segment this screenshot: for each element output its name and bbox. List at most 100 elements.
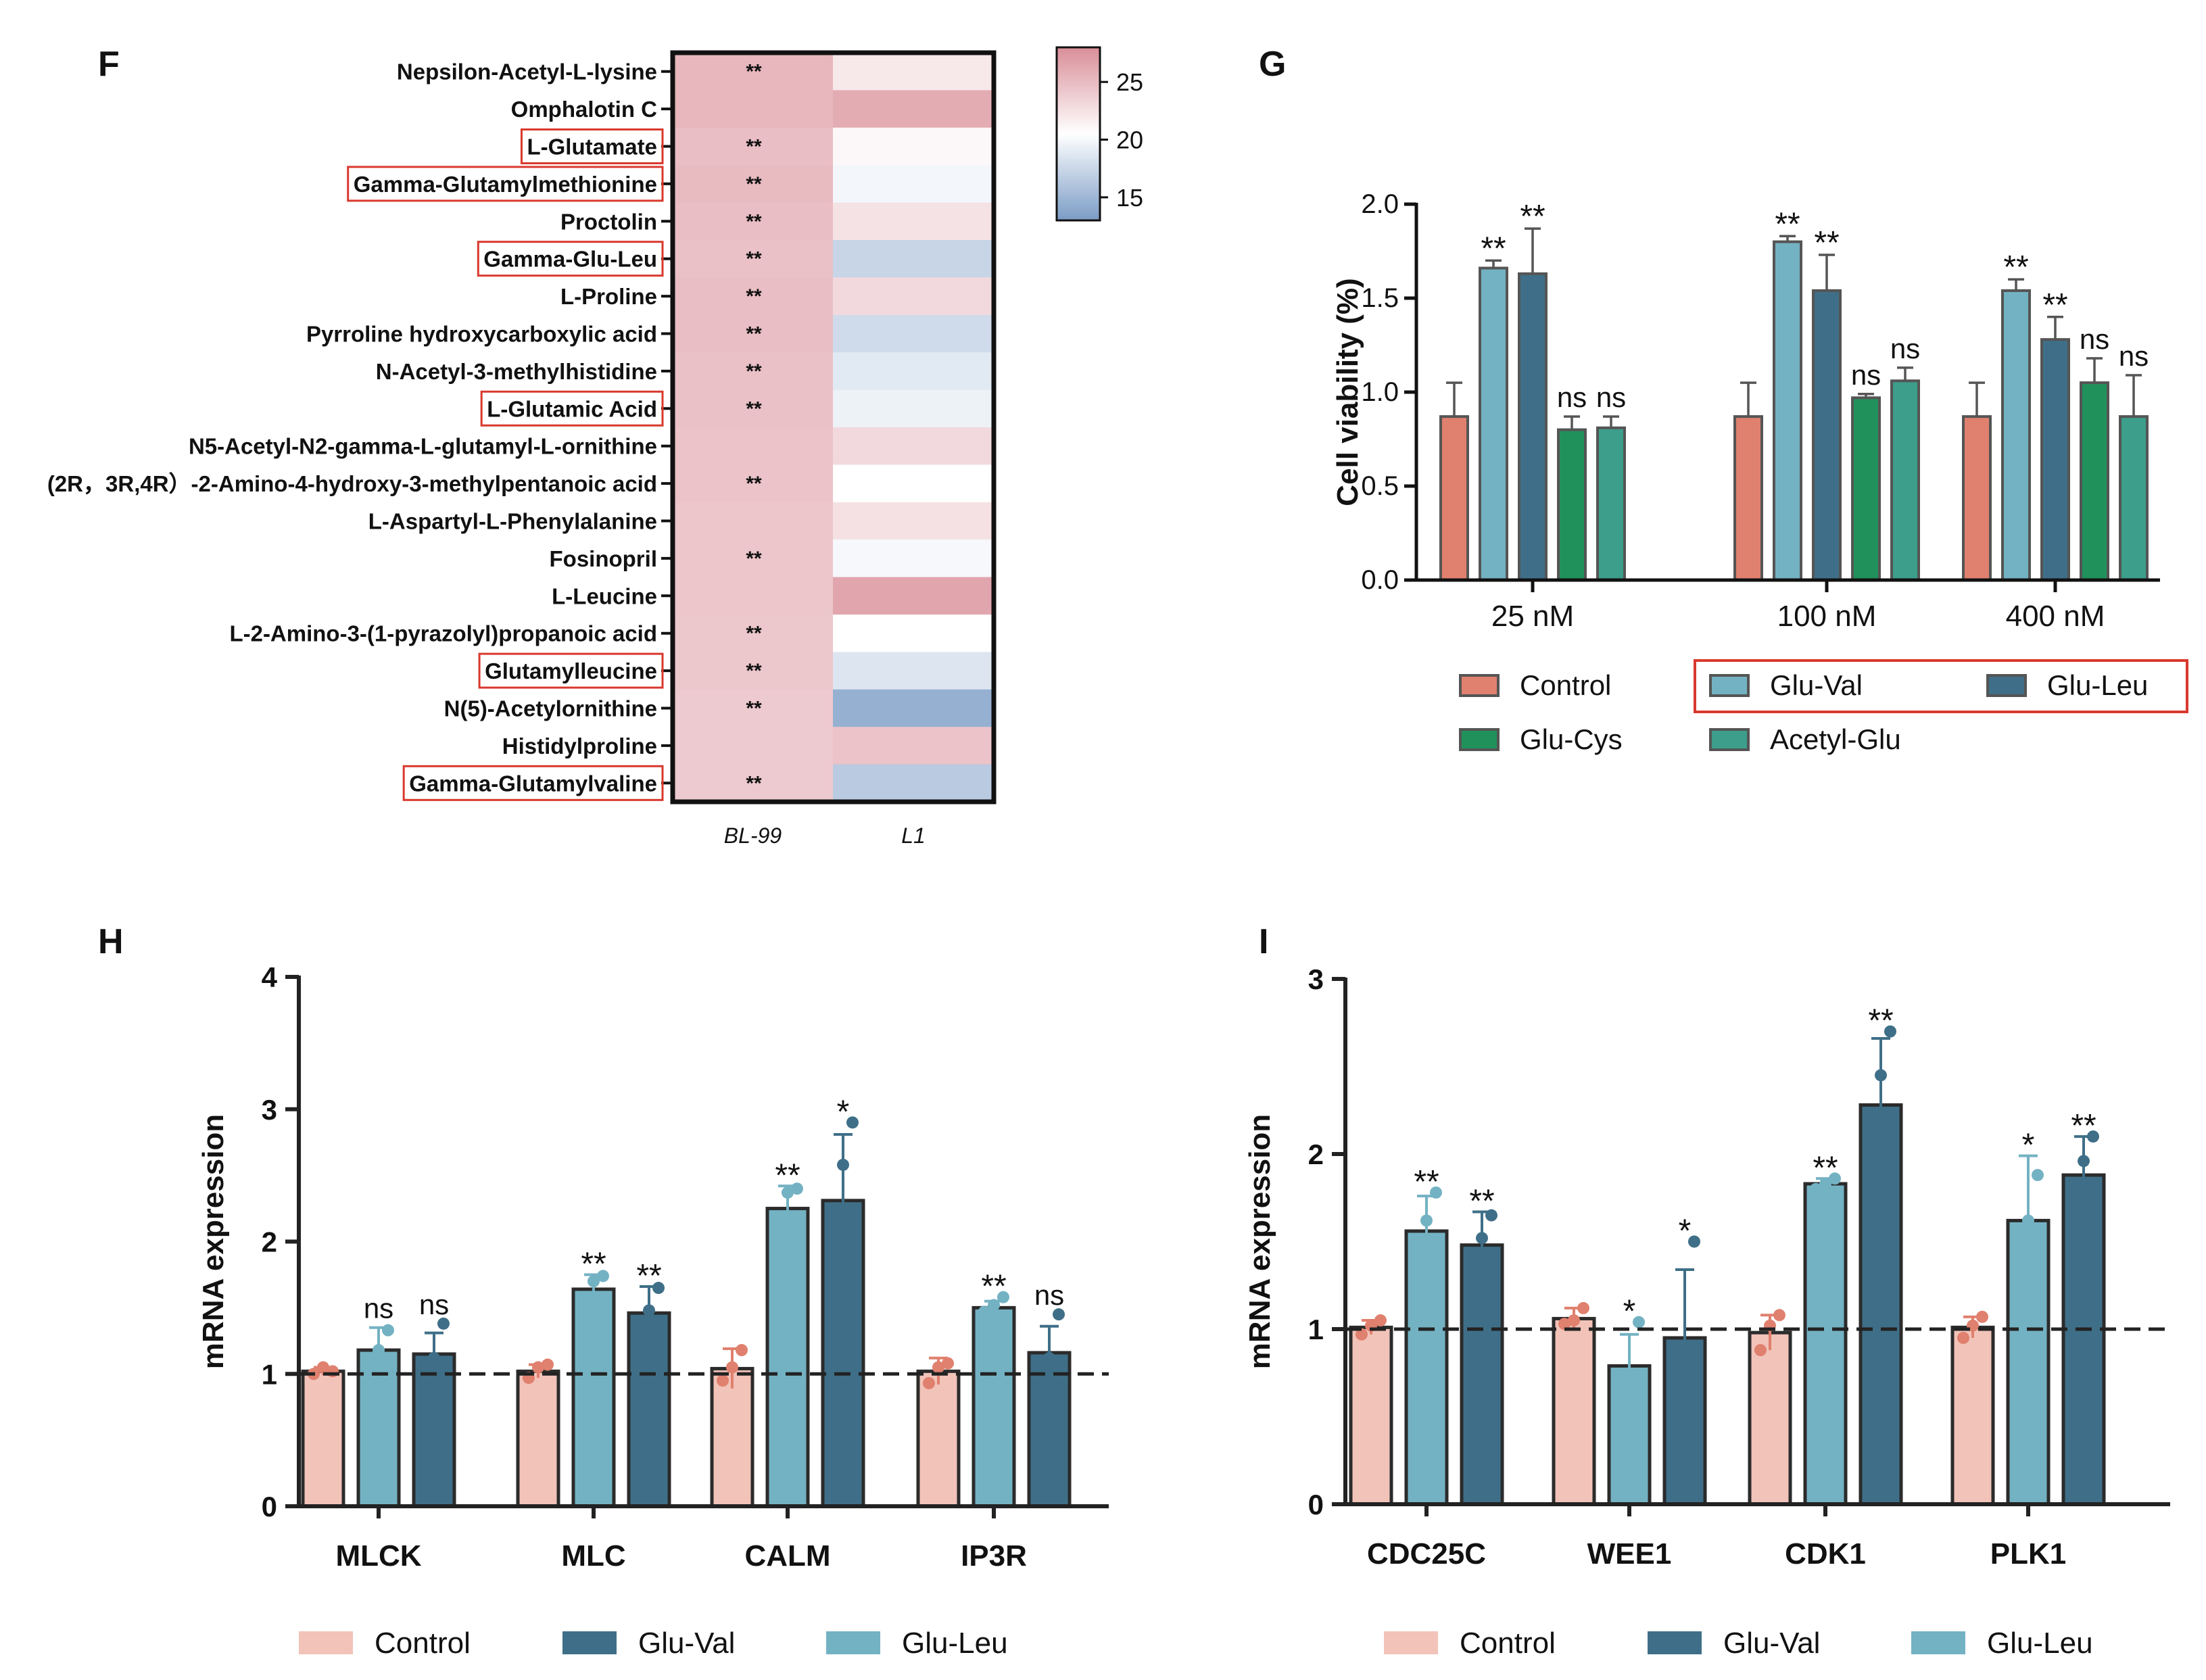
heatmap-cell-l-glutamate-l1 xyxy=(833,127,994,166)
data-point xyxy=(1976,1310,1988,1323)
significance-label: ** xyxy=(775,1157,800,1193)
legend-label-control: Control xyxy=(1460,1627,1556,1660)
bar-glu-val-wee1 xyxy=(1662,1336,1707,1506)
significance-label: ns xyxy=(419,1289,449,1320)
heatmap-cell-l-proline-l1 xyxy=(833,277,994,316)
significance-label: * xyxy=(837,1094,850,1130)
heatmap-panel-f: Nepsilon-Acetyl-L-lysine ** Omphalotin C L-… xyxy=(47,46,1143,848)
heatmap-highlight-box xyxy=(477,241,664,277)
heatmap-row-label: L-Proline xyxy=(560,284,657,309)
heatmap-highlight-box xyxy=(402,765,664,801)
heatmap-significance-marker: ** xyxy=(746,473,762,495)
y-axis-label: mRNA expression xyxy=(197,1114,230,1369)
significance-label: ** xyxy=(2003,249,2028,285)
data-point xyxy=(1633,1316,1645,1328)
heatmap-row-label: Nepsilon-Acetyl-L-lysine xyxy=(397,59,657,85)
heatmap-highlight-box xyxy=(480,390,664,427)
heatmap-cell-gamma-glu-leu-bl-99 xyxy=(673,240,834,278)
x-tick-label: WEE1 xyxy=(1587,1537,1672,1570)
legend-swatch-glu-val xyxy=(1648,1631,1702,1654)
heatmap-cell-gamma-glutamylvaline-l1 xyxy=(833,764,994,802)
heatmap-row-label: Pyrroline hydroxycarboxylic acid xyxy=(306,322,657,347)
data-point xyxy=(978,1305,990,1318)
legend-swatch-glu-cys xyxy=(1459,728,1500,751)
bar-acetyl-glu-25-nm xyxy=(1596,426,1626,581)
heatmap-cell-histidylproline-l1 xyxy=(833,727,994,765)
significance-label: ** xyxy=(581,1246,606,1282)
y-axis-label: Cell viability (%) xyxy=(1331,278,1364,506)
data-point xyxy=(1884,1025,1896,1038)
bar-glu-leu-mlc xyxy=(571,1287,616,1508)
bar-glu-val-100-nm xyxy=(1773,240,1802,581)
bar-glu-leu-calm xyxy=(765,1207,810,1508)
legend-swatch-control xyxy=(1384,1631,1438,1654)
data-point xyxy=(828,1239,840,1252)
data-point xyxy=(2068,1186,2080,1199)
heatmap-cell-l-leucine-bl-99 xyxy=(673,577,834,615)
heatmap-cell-proctolin-bl-99 xyxy=(673,202,834,241)
colorbar-tick-label: 20 xyxy=(1116,126,1143,154)
significance-label: ** xyxy=(981,1269,1006,1305)
significance-label: ** xyxy=(1520,199,1545,235)
legend-label-glu-cys: Glu-Cys xyxy=(1520,723,1623,755)
heatmap-cell-2r-3r-4r-2-amino-4-hydroxy-3-methylpentanoic-acid-l1 xyxy=(833,464,994,503)
heatmap-cell-fosinopril-l1 xyxy=(833,539,994,578)
heatmap-cell-2r-3r-4r-2-amino-4-hydroxy-3-methylpentanoic-acid-bl-99 xyxy=(673,464,834,503)
legend-label-glu-val: Glu-Val xyxy=(638,1627,735,1660)
y-tick-label: 0 xyxy=(262,1491,277,1522)
heatmap-cell-pyrroline-hydroxycarboxylic-acid-l1 xyxy=(833,314,994,353)
data-point xyxy=(1819,1178,1831,1191)
legend-swatch-glu-leu xyxy=(1911,1631,1965,1654)
heatmap-cell-n-5-acetylornithine-l1 xyxy=(833,689,994,727)
heatmap-cell-pyrroline-hydroxycarboxylic-acid-bl-99 xyxy=(673,314,834,353)
bar-glu-cys-100-nm xyxy=(1851,396,1881,582)
bar-glu-val-mlc xyxy=(627,1311,671,1508)
heatmap-cell-l-proline-bl-99 xyxy=(673,277,834,316)
data-point xyxy=(1356,1328,1368,1341)
bar-glu-val-400-nm xyxy=(2001,289,2031,581)
bar-glu-leu-100-nm xyxy=(1812,289,1842,581)
y-tick-label: 0 xyxy=(1308,1489,1324,1520)
legend-swatch-glu-val xyxy=(562,1631,617,1654)
data-point xyxy=(1420,1214,1433,1227)
legend-highlight-box xyxy=(1694,659,2188,713)
data-point xyxy=(418,1361,431,1374)
heatmap-cell-gamma-glutamylmethionine-bl-99 xyxy=(673,165,834,203)
significance-label: ns xyxy=(1596,381,1626,413)
heatmap-significance-marker: ** xyxy=(746,623,762,645)
bar-acetyl-glu-100-nm xyxy=(1890,379,1920,581)
heatmap-cell-l-glutamic-acid-l1 xyxy=(833,389,994,428)
data-point xyxy=(597,1270,609,1282)
legend-label-glu-val: Glu-Val xyxy=(1770,669,1863,701)
heatmap-cell-glutamylleucine-bl-99 xyxy=(673,652,834,690)
y-tick-label: 2 xyxy=(262,1226,277,1258)
colorbar-tick-label: 25 xyxy=(1116,68,1143,96)
heatmap-cell-n-acetyl-3-methylhistidine-bl-99 xyxy=(673,352,834,391)
significance-label: * xyxy=(1679,1214,1692,1249)
heatmap-cell-n-5-acetylornithine-bl-99 xyxy=(673,689,834,727)
data-point xyxy=(1669,1401,1681,1414)
data-point xyxy=(1773,1309,1785,1322)
data-point xyxy=(1875,1069,1887,1082)
data-point xyxy=(1466,1274,1479,1287)
data-point xyxy=(932,1361,944,1374)
legend-swatch-control xyxy=(1459,674,1500,697)
heatmap-highlight-box xyxy=(520,128,664,164)
data-point xyxy=(1865,1169,1877,1182)
heatmap-row-label: N5-Acetyl-N2-gamma-L-glutamyl-L-ornithin… xyxy=(189,434,657,459)
significance-label: ** xyxy=(636,1258,661,1294)
heatmap-significance-marker: ** xyxy=(746,210,762,233)
bar-control-ip3r xyxy=(916,1369,961,1508)
data-point xyxy=(717,1374,729,1387)
data-point xyxy=(997,1291,1009,1303)
heatmap-cell-nepsilon-acetyl-l-lysine-l1 xyxy=(833,53,994,91)
y-tick-label: 4 xyxy=(262,961,278,993)
x-tick-label: 400 nM xyxy=(2006,600,2105,633)
heatmap-column-label: BL-99 xyxy=(724,823,782,848)
data-point xyxy=(988,1299,1000,1312)
y-tick-label: 2 xyxy=(1308,1138,1324,1170)
heatmap-column-label: L1 xyxy=(901,823,926,848)
x-tick-label: CDK1 xyxy=(1785,1537,1866,1570)
